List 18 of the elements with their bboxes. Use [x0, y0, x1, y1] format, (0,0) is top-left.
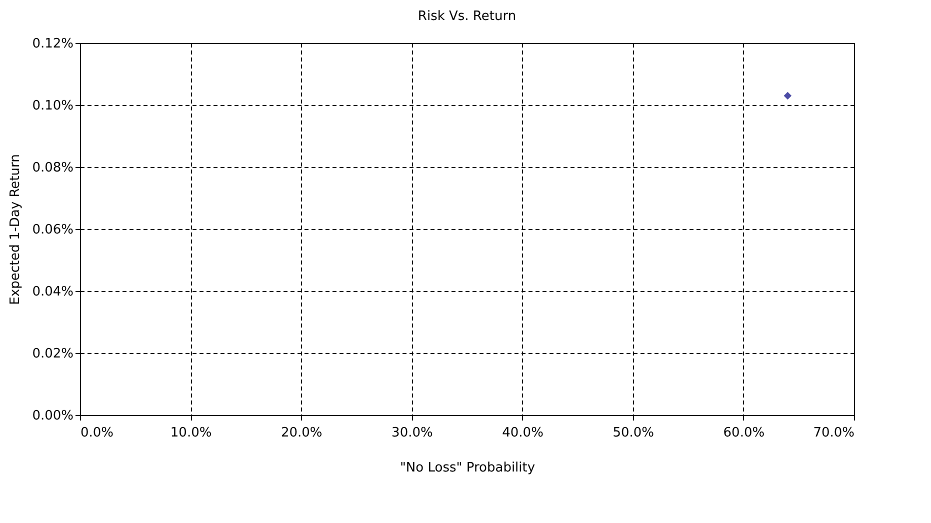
x-tick-label: 0.0%: [80, 426, 114, 440]
y-tick-label: 0.12%: [32, 36, 74, 52]
x-tick-label: 30.0%: [392, 426, 433, 440]
y-tick-label: 0.08%: [32, 160, 74, 176]
x-tick-label: 40.0%: [502, 426, 544, 440]
chart-title: Risk Vs. Return: [418, 9, 516, 24]
y-tick-label: 0.02%: [32, 346, 74, 362]
x-tick-label: 10.0%: [170, 426, 212, 440]
x-tick-label: 50.0%: [612, 426, 654, 440]
y-tick-label: 0.04%: [32, 284, 74, 300]
y-tick-label: 0.10%: [32, 98, 74, 114]
y-tick-label: 0.00%: [32, 408, 74, 424]
x-tick-label: 20.0%: [280, 426, 322, 440]
x-tick-label: 70.0%: [813, 426, 854, 440]
y-axis-title: Expected 1-Day Return: [8, 154, 24, 305]
x-tick-label: 60.0%: [723, 426, 765, 440]
y-tick-label: 0.06%: [32, 222, 74, 238]
x-axis-title: "No Loss" Probability: [400, 460, 536, 476]
